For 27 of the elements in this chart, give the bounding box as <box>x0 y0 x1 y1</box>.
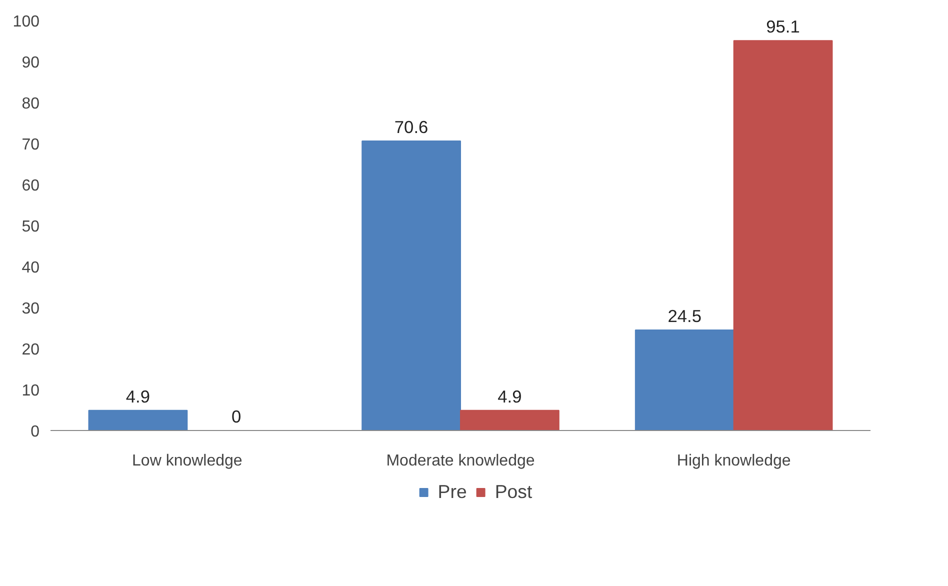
bar <box>460 410 560 430</box>
data-label: 4.9 <box>498 386 522 406</box>
y-tick-label: 10 <box>22 382 40 400</box>
bar <box>733 40 833 430</box>
data-label: 0 <box>232 406 242 426</box>
data-label: 4.9 <box>126 386 150 406</box>
data-label: 24.5 <box>668 306 702 326</box>
y-tick-label: 0 <box>30 424 40 440</box>
y-tick-label: 20 <box>22 342 40 358</box>
bar <box>634 330 734 430</box>
y-tick-label: 90 <box>22 54 40 72</box>
y-tick-label: 80 <box>22 96 40 112</box>
y-tick-label: 60 <box>22 178 40 194</box>
data-label: 95.1 <box>766 16 800 37</box>
y-tick-label: 100 <box>12 14 40 30</box>
y-tick-label: 50 <box>22 218 40 236</box>
legend-label: Post <box>494 481 532 503</box>
x-tick-label: Low knowledge <box>132 452 242 470</box>
bar <box>362 140 461 430</box>
y-tick-label: 30 <box>22 300 40 318</box>
x-tick-label: High knowledge <box>676 452 791 470</box>
legend-label: Pre <box>438 481 467 503</box>
bar <box>88 410 188 430</box>
y-tick-label: 40 <box>22 260 40 276</box>
x-tick-label: Moderate knowledge <box>386 452 535 470</box>
y-tick-label: 70 <box>22 136 40 154</box>
data-label: 70.6 <box>394 117 428 138</box>
